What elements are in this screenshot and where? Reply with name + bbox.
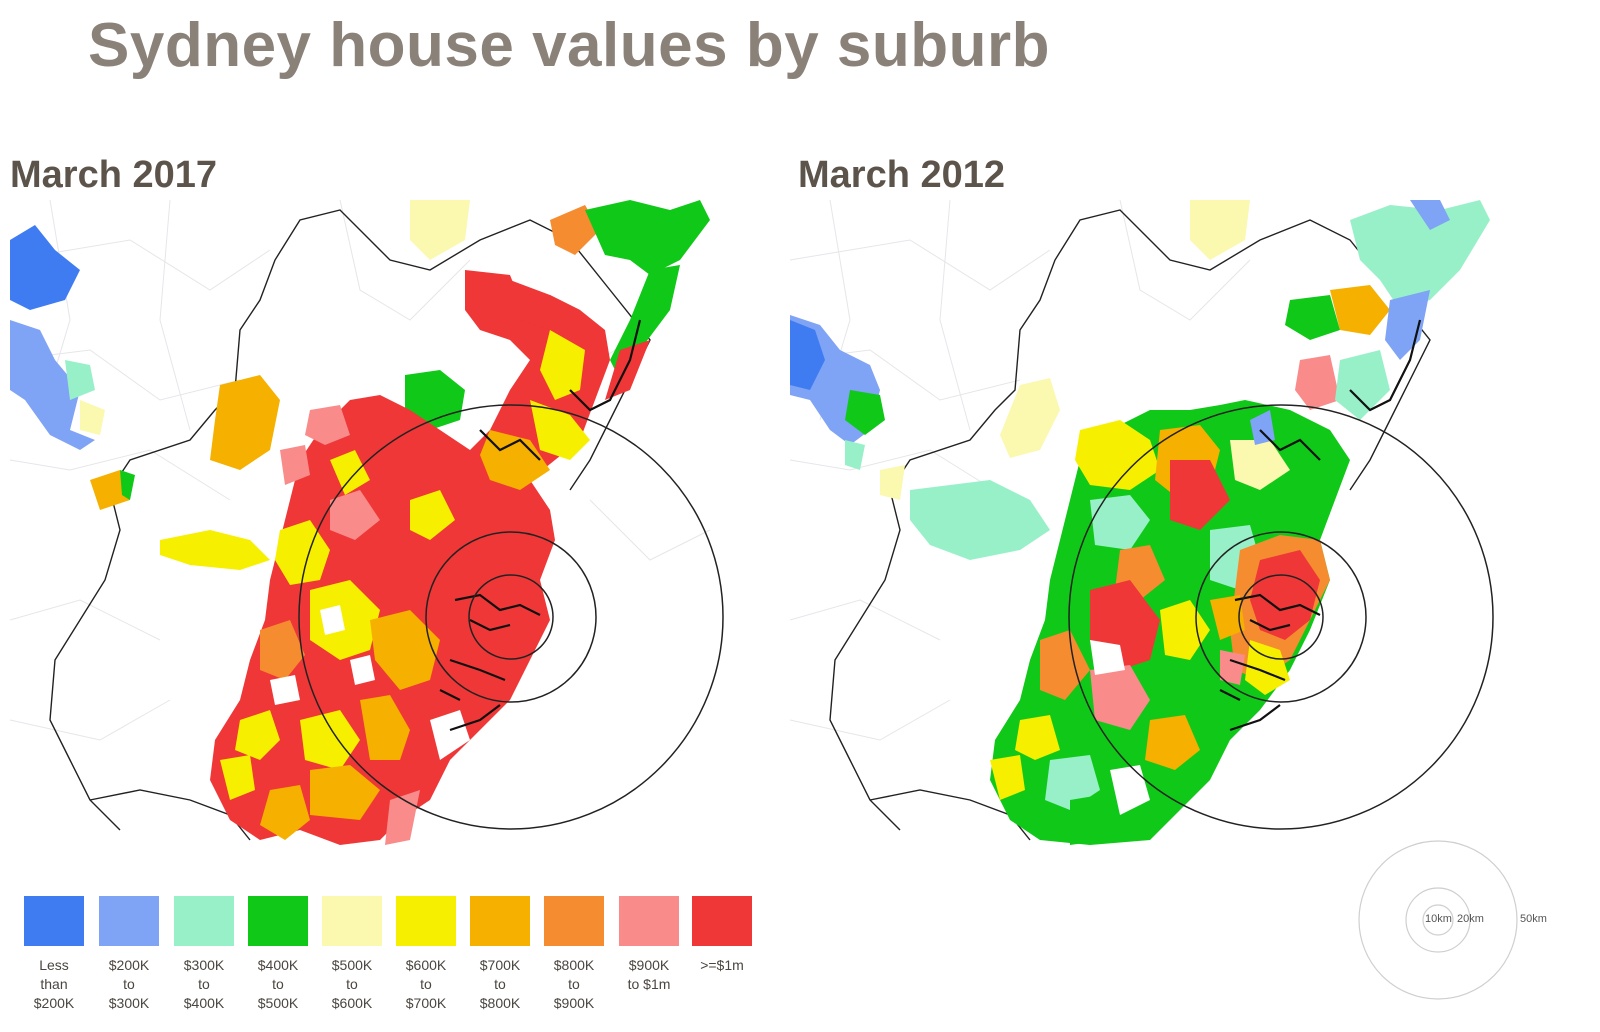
legend-swatch [174,896,234,946]
legend-label: Less than $200K [33,957,75,1011]
legend-swatch [544,896,604,946]
legend-label: $500K to $600K [331,957,373,1011]
legend-label: $800K to $900K [553,957,595,1011]
distance-scale: 10km 20km 50km [1355,838,1600,1008]
legend-swatch [396,896,456,946]
legend-label: $200K to $300K [108,957,150,1011]
map-2017 [10,200,730,850]
panel-title-2012: March 2012 [798,154,1006,196]
page-title: Sydney house values by suburb [88,11,1050,80]
legend-item: $300K to $400K [174,896,238,1013]
legend-swatch [322,896,382,946]
legend-label: >=$1m [700,957,744,973]
legend-label: $700K to $800K [479,957,521,1011]
legend-label: $300K to $400K [183,957,225,1011]
legend-swatch [248,896,308,946]
scale-label-20km: 20km [1457,913,1484,925]
legend-label: $600K to $700K [405,957,447,1011]
legend-swatch [24,896,84,946]
legend-swatch [692,896,752,946]
legend-item: $500K to $600K [322,896,386,1013]
legend-label: $900K to $1m [627,957,671,992]
panel-title-2017: March 2017 [10,154,218,196]
legend: Less than $200K $200K to $300K $300K to … [24,896,764,1026]
legend-item: $800K to $900K [544,896,608,1013]
legend-item: $700K to $800K [470,896,534,1013]
legend-item: $400K to $500K [248,896,312,1013]
legend-label: $400K to $500K [257,957,299,1011]
map-2012 [790,200,1510,850]
legend-item: $900K to $1m [619,896,683,994]
legend-item: >=$1m [692,896,756,975]
legend-swatch [619,896,679,946]
scale-label-50km: 50km [1520,913,1547,925]
legend-item: $200K to $300K [99,896,163,1013]
legend-item: Less than $200K [24,896,88,1013]
scale-label-10km: 10km [1425,913,1452,925]
legend-swatch [99,896,159,946]
legend-item: $600K to $700K [396,896,460,1013]
legend-swatch [470,896,530,946]
